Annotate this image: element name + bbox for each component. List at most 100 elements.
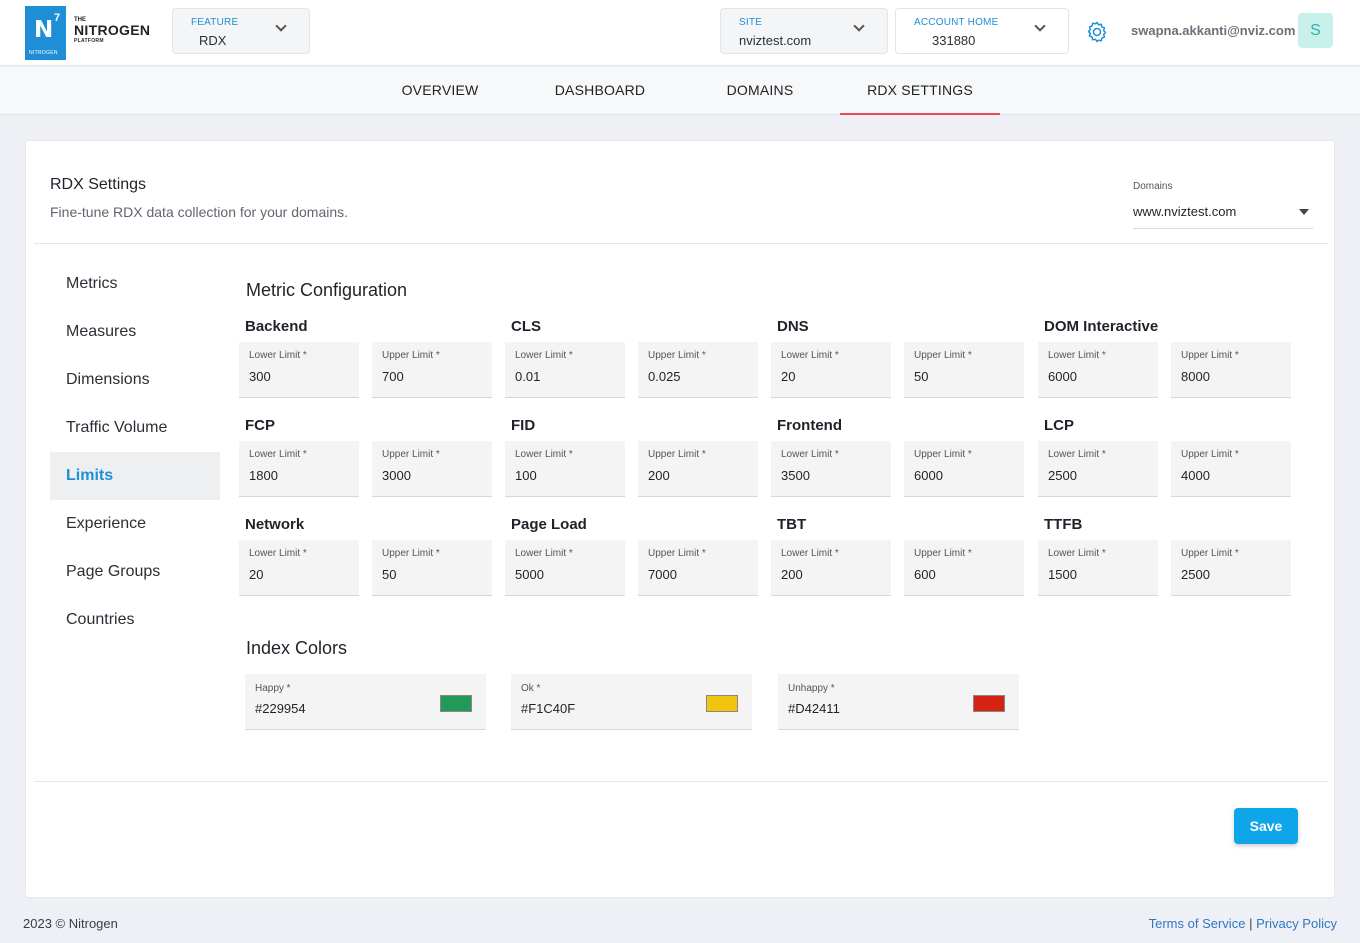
site-label: SITE	[739, 17, 763, 28]
network-lower-limit-input[interactable]: Lower Limit * 20	[239, 540, 359, 596]
metric-name-fid: FID	[511, 417, 536, 434]
tbt-lower-limit-input[interactable]: Lower Limit * 200	[771, 540, 891, 596]
field-value: 0.01	[515, 369, 541, 384]
tbt-upper-limit-input[interactable]: Upper Limit * 600	[904, 540, 1024, 596]
divider	[34, 243, 1328, 244]
field-label: Upper Limit *	[1181, 449, 1239, 460]
lcp-lower-limit-input[interactable]: Lower Limit * 2500	[1038, 441, 1158, 497]
frontend-upper-limit-input[interactable]: Upper Limit * 6000	[904, 441, 1024, 497]
sidebar-item-measures[interactable]: Measures	[66, 323, 137, 340]
field-value: 2500	[1048, 468, 1077, 483]
dom-interactive-lower-limit-input[interactable]: Lower Limit * 6000	[1038, 342, 1158, 398]
lcp-upper-limit-input[interactable]: Upper Limit * 4000	[1171, 441, 1291, 497]
fid-lower-limit-input[interactable]: Lower Limit * 100	[505, 441, 625, 497]
field-label: Upper Limit *	[648, 449, 706, 460]
field-value: 6000	[914, 468, 943, 483]
backend-lower-limit-input[interactable]: Lower Limit * 300	[239, 342, 359, 398]
field-value: 50	[382, 567, 397, 582]
field-label: Upper Limit *	[382, 449, 440, 460]
sidebar-item-limits[interactable]: Limits	[50, 452, 220, 500]
tab-overview[interactable]: OVERVIEW	[401, 82, 479, 98]
field-value: 20	[249, 567, 264, 582]
backend-upper-limit-input[interactable]: Upper Limit * 700	[372, 342, 492, 398]
metric-name-fcp: FCP	[245, 417, 275, 434]
sidebar-item-page-groups[interactable]: Page Groups	[66, 563, 161, 580]
footer-links: Terms of Service | Privacy Policy	[1149, 916, 1337, 931]
tab-bar: OVERVIEW DASHBOARD DOMAINS RDX SETTINGS	[0, 67, 1360, 115]
unhappy-color-swatch[interactable]	[973, 695, 1005, 712]
fcp-lower-limit-input[interactable]: Lower Limit * 1800	[239, 441, 359, 497]
network-upper-limit-input[interactable]: Upper Limit * 50	[372, 540, 492, 596]
field-value: 700	[382, 369, 404, 384]
field-label: Upper Limit *	[648, 350, 706, 361]
sidebar-item-countries[interactable]: Countries	[66, 611, 135, 628]
ok-color-input[interactable]: Ok * #F1C40F	[511, 674, 752, 730]
sidebar-item-experience[interactable]: Experience	[66, 515, 147, 532]
field-label: Happy *	[255, 683, 291, 694]
metric-name-lcp: LCP	[1044, 417, 1074, 434]
nitrogen-logo[interactable]: N 7 NITROGEN	[25, 6, 66, 60]
fcp-upper-limit-input[interactable]: Upper Limit * 3000	[372, 441, 492, 497]
cls-lower-limit-input[interactable]: Lower Limit * 0.01	[505, 342, 625, 398]
unhappy-color-input[interactable]: Unhappy * #D42411	[778, 674, 1019, 730]
field-label: Lower Limit *	[1048, 350, 1106, 361]
field-value: 3000	[382, 468, 411, 483]
user-email: swapna.akkanti@nviz.com	[1131, 23, 1296, 38]
dns-lower-limit-input[interactable]: Lower Limit * 20	[771, 342, 891, 398]
field-label: Lower Limit *	[249, 548, 307, 559]
domains-select[interactable]: Domains www.nviztest.com	[1133, 181, 1313, 229]
field-label: Upper Limit *	[382, 350, 440, 361]
field-value: #229954	[255, 701, 306, 716]
brand-name: THE NITROGEN PLATFORM	[74, 17, 151, 44]
sidebar-item-dimensions[interactable]: Dimensions	[66, 371, 150, 388]
happy-color-input[interactable]: Happy * #229954	[245, 674, 486, 730]
ttfb-lower-limit-input[interactable]: Lower Limit * 1500	[1038, 540, 1158, 596]
chevron-down-icon	[275, 20, 287, 32]
fid-upper-limit-input[interactable]: Upper Limit * 200	[638, 441, 758, 497]
frontend-lower-limit-input[interactable]: Lower Limit * 3500	[771, 441, 891, 497]
privacy-policy-link[interactable]: Privacy Policy	[1256, 916, 1337, 931]
field-label: Lower Limit *	[781, 449, 839, 460]
tab-dashboard[interactable]: DASHBOARD	[554, 82, 646, 98]
ttfb-upper-limit-input[interactable]: Upper Limit * 2500	[1171, 540, 1291, 596]
field-value: 2500	[1181, 567, 1210, 582]
account-value: 331880	[932, 33, 976, 48]
gear-icon[interactable]	[1085, 20, 1109, 44]
field-value: 1800	[249, 468, 278, 483]
domains-value: www.nviztest.com	[1133, 204, 1237, 219]
cls-upper-limit-input[interactable]: Upper Limit * 0.025	[638, 342, 758, 398]
terms-of-service-link[interactable]: Terms of Service	[1148, 916, 1246, 931]
page-load-upper-limit-input[interactable]: Upper Limit * 7000	[638, 540, 758, 596]
site-selector[interactable]: SITE nviztest.com	[720, 8, 888, 54]
ok-color-swatch[interactable]	[706, 695, 738, 712]
page-title: RDX Settings	[50, 176, 147, 193]
metric-name-page-load: Page Load	[511, 516, 587, 533]
dns-upper-limit-input[interactable]: Upper Limit * 50	[904, 342, 1024, 398]
sidebar-item-traffic-volume[interactable]: Traffic Volume	[66, 419, 168, 436]
field-label: Upper Limit *	[914, 548, 972, 559]
top-header: N 7 NITROGEN THE NITROGEN PLATFORM FEATU…	[0, 0, 1360, 66]
field-label: Lower Limit *	[249, 350, 307, 361]
feature-value: RDX	[199, 33, 227, 48]
field-value: 200	[781, 567, 803, 582]
caret-down-icon	[1299, 209, 1309, 215]
footer-separator: |	[1249, 916, 1253, 931]
feature-selector[interactable]: FEATURE RDX	[172, 8, 310, 54]
account-selector[interactable]: ACCOUNT HOME 331880	[895, 8, 1069, 54]
field-label: Ok *	[521, 683, 541, 694]
field-label: Lower Limit *	[515, 350, 573, 361]
save-button[interactable]: Save	[1234, 808, 1298, 844]
tab-rdx-settings[interactable]: RDX SETTINGS	[840, 67, 1000, 115]
page-load-lower-limit-input[interactable]: Lower Limit * 5000	[505, 540, 625, 596]
tab-domains[interactable]: DOMAINS	[726, 82, 794, 98]
metric-name-network: Network	[245, 516, 305, 533]
field-value: 0.025	[648, 369, 681, 384]
field-label: Lower Limit *	[249, 449, 307, 460]
field-value: 5000	[515, 567, 544, 582]
sidebar-item-metrics[interactable]: Metrics	[66, 275, 118, 292]
avatar[interactable]: S	[1298, 13, 1333, 48]
field-label: Lower Limit *	[781, 350, 839, 361]
happy-color-swatch[interactable]	[440, 695, 472, 712]
account-label: ACCOUNT HOME	[914, 17, 999, 28]
dom-interactive-upper-limit-input[interactable]: Upper Limit * 8000	[1171, 342, 1291, 398]
